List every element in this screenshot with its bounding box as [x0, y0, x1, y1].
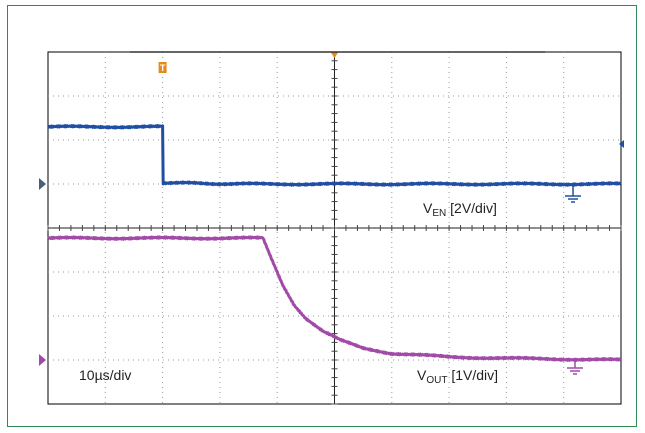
trigger-level-marker [619, 140, 624, 148]
ground-symbol-vout [567, 358, 583, 375]
ground-symbol-ven [565, 186, 581, 203]
center-time-marker [330, 52, 339, 58]
markers: T [39, 51, 624, 375]
channel-marker-ven [39, 178, 46, 190]
trace-ven [47, 124, 622, 187]
trace-vout [47, 235, 622, 362]
traces [47, 124, 622, 362]
time-per-div-label: 10µs/div [79, 367, 131, 383]
figure-frame [7, 5, 637, 427]
series-label-vout: VOUT [1V/div] [417, 367, 498, 386]
channel-marker-vout [39, 354, 46, 366]
grid [47, 51, 622, 405]
series-label-ven: VEN [2V/div] [423, 200, 497, 219]
trigger-position-marker [158, 62, 167, 73]
trigger-position-label: T [160, 63, 166, 73]
